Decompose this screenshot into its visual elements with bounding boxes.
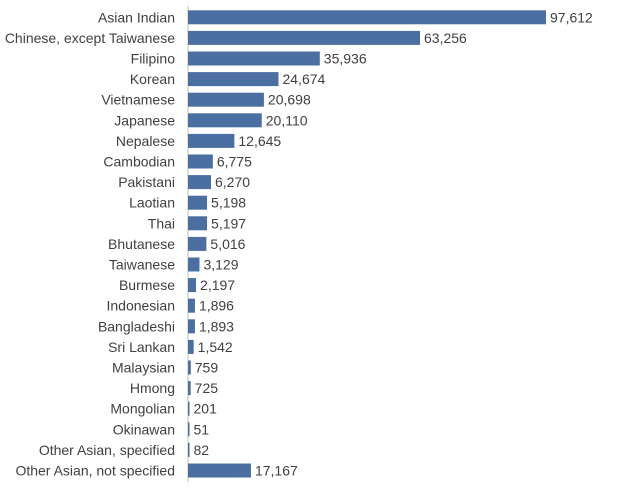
value-label: 759 (195, 360, 219, 376)
category-label: Asian Indian (98, 9, 175, 25)
bar (188, 216, 208, 231)
value-label: 201 (194, 401, 218, 417)
value-label: 1,893 (199, 318, 234, 334)
category-label: Nepalese (116, 133, 175, 149)
bar (188, 92, 264, 107)
category-label: Indonesian (106, 298, 175, 314)
value-labels: 97,612 63,256 35,936 24,674 20,698 20,110 12,6… (194, 9, 594, 478)
category-label: Thai (148, 215, 175, 231)
category-label: Hmong (130, 380, 175, 396)
bar (188, 257, 200, 272)
bar (188, 195, 208, 210)
bar (188, 298, 195, 313)
category-label: Cambodian (103, 154, 175, 170)
bar (188, 401, 190, 416)
value-label: 6,270 (215, 174, 250, 190)
value-label: 3,129 (203, 257, 238, 273)
bar (188, 319, 195, 334)
category-label: Okinawan (113, 421, 175, 437)
bars-layer (188, 10, 546, 478)
category-label: Taiwanese (109, 257, 175, 273)
value-label: 2,197 (200, 277, 235, 293)
value-label: 5,198 (211, 195, 246, 211)
value-label: 20,110 (266, 112, 308, 128)
value-label: 5,016 (210, 236, 245, 252)
category-label: Laotian (129, 195, 175, 211)
bar (188, 381, 191, 396)
category-label: Burmese (119, 277, 175, 293)
value-label: 82 (194, 442, 210, 458)
category-label: Korean (130, 71, 175, 87)
bar (188, 339, 194, 354)
category-label: Bangladeshi (98, 318, 175, 334)
bar (188, 10, 546, 25)
value-label: 1,542 (198, 339, 233, 355)
category-label: Malaysian (112, 360, 175, 376)
category-label: Sri Lankan (108, 339, 175, 355)
category-label: Vietnamese (101, 92, 175, 108)
value-label: 97,612 (550, 9, 593, 25)
bar (188, 442, 190, 457)
bar (188, 278, 197, 293)
value-label: 24,674 (282, 71, 325, 87)
bar (188, 236, 207, 251)
category-label: Mongolian (110, 401, 175, 417)
value-label: 20,698 (268, 92, 311, 108)
bar (188, 72, 279, 87)
category-label: Japanese (114, 112, 175, 128)
value-label: 51 (194, 421, 210, 437)
value-label: 63,256 (424, 30, 467, 46)
bar (188, 113, 262, 128)
bar (188, 51, 320, 66)
category-label: Other Asian, specified (39, 442, 175, 458)
value-label: 5,197 (211, 215, 246, 231)
category-label: Bhutanese (108, 236, 175, 252)
category-label: Filipino (131, 51, 176, 67)
value-label: 12,645 (238, 133, 281, 149)
category-label: Chinese, except Taiwanese (5, 30, 175, 46)
value-label: 6,775 (217, 154, 252, 170)
bar (188, 30, 420, 45)
value-label: 35,936 (324, 51, 367, 67)
bar (188, 463, 251, 478)
category-label: Other Asian, not specified (15, 463, 175, 479)
bar (188, 154, 213, 169)
value-label: 725 (195, 380, 219, 396)
bar (188, 360, 191, 375)
bar (188, 133, 235, 148)
category-label: Pakistani (118, 174, 175, 190)
value-label: 17,167 (255, 463, 298, 479)
bar (188, 422, 190, 437)
category-labels: Asian Indian Chinese, except Taiwanese Fil… (5, 9, 175, 478)
bar (188, 175, 211, 190)
value-label: 1,896 (199, 298, 234, 314)
